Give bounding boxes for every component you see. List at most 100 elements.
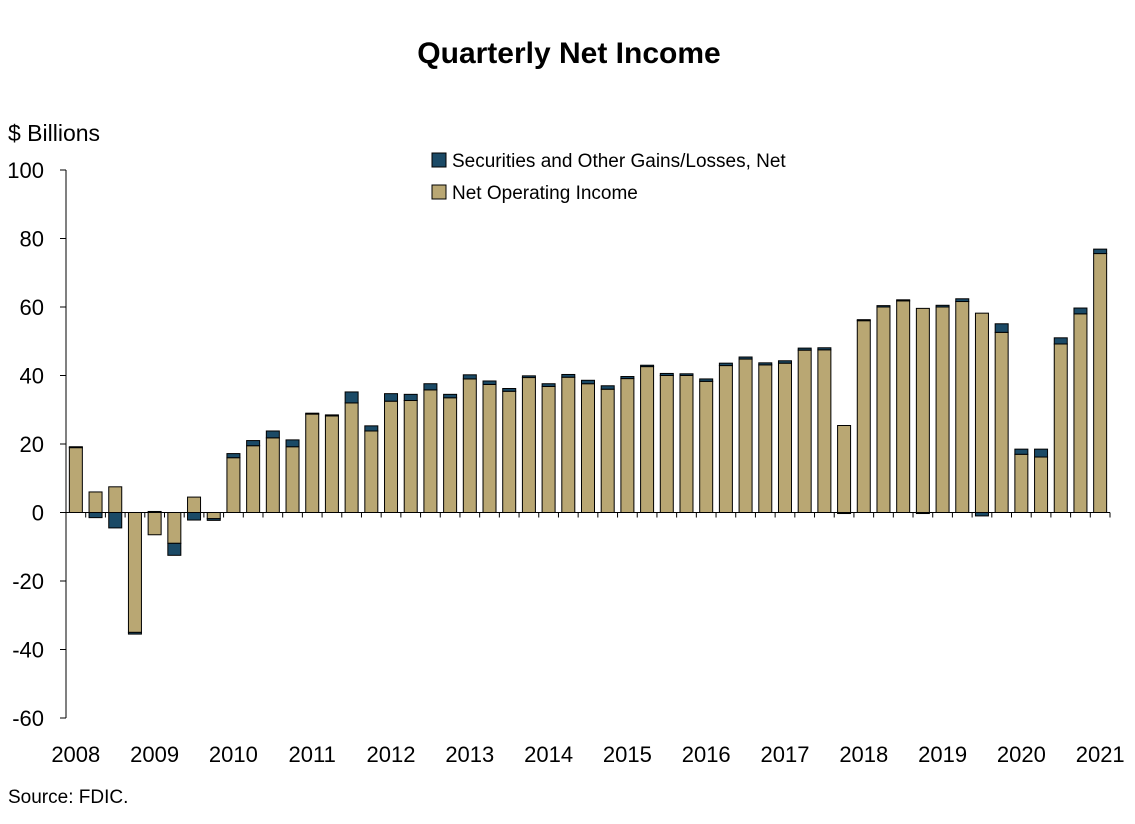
- bar-securities-gains: [1073, 307, 1088, 315]
- y-tick-label: 20: [20, 432, 44, 457]
- x-tick-label: 2021: [1076, 742, 1125, 767]
- bar-securities-gains: [718, 362, 733, 367]
- bar-net-operating-income: [1053, 343, 1068, 513]
- bar-net-operating-income: [462, 378, 477, 513]
- bars: [68, 248, 1108, 635]
- bar-securities-gains: [403, 393, 418, 402]
- bar-net-operating-income: [777, 362, 792, 514]
- y-axis: 100 80 60 40 20 0 -20 -40 -60: [7, 158, 67, 731]
- bar-securities-gains: [1093, 248, 1108, 255]
- bar-net-operating-income: [324, 415, 339, 514]
- x-tick-label: 2010: [209, 742, 258, 767]
- x-tick-label: 2018: [839, 742, 888, 767]
- bar-net-operating-income: [265, 437, 280, 513]
- legend-label-gains: Securities and Other Gains/Losses, Net: [452, 151, 786, 172]
- bar-net-operating-income: [226, 457, 241, 514]
- bar-securities-gains: [600, 385, 615, 390]
- x-tick-label: 2014: [524, 742, 573, 767]
- x-tick-label: 2017: [761, 742, 810, 767]
- bar-net-operating-income: [423, 389, 438, 514]
- bar-securities-gains: [443, 393, 458, 399]
- bar-net-operating-income: [246, 445, 261, 513]
- legend-label-operating: Net Operating Income: [452, 183, 638, 204]
- bar-net-operating-income: [344, 402, 359, 513]
- bar-securities-gains: [502, 388, 517, 392]
- x-tick-label: 2011: [289, 742, 336, 767]
- bar-net-operating-income: [521, 377, 536, 513]
- bar-securities-gains: [384, 393, 399, 402]
- bar-net-operating-income: [600, 388, 615, 514]
- bar-net-operating-income: [443, 397, 458, 514]
- y-tick-label: 60: [20, 295, 44, 320]
- bar-securities-gains: [659, 372, 674, 377]
- bar-securities-gains: [167, 542, 182, 556]
- y-tick-label: 0: [32, 501, 44, 526]
- bar-net-operating-income: [935, 306, 950, 513]
- bar-net-operating-income: [896, 300, 911, 513]
- bar-securities-gains: [1053, 337, 1068, 345]
- bar-net-operating-income: [403, 400, 418, 513]
- bar-net-operating-income: [167, 512, 182, 544]
- bar-securities-gains: [364, 425, 379, 432]
- bar-securities-gains: [226, 453, 241, 459]
- chart-title: Quarterly Net Income: [417, 37, 720, 70]
- bar-net-operating-income: [285, 446, 300, 513]
- bar-securities-gains: [344, 391, 359, 404]
- bar-net-operating-income: [699, 380, 714, 513]
- bar-net-operating-income: [88, 491, 103, 514]
- x-tick-label: 2012: [367, 742, 416, 767]
- bar-securities-gains: [462, 374, 477, 380]
- y-tick-label: 100: [7, 158, 44, 183]
- x-tick-label: 2008: [51, 742, 100, 767]
- bar-net-operating-income: [679, 375, 694, 513]
- bar-securities-gains: [541, 383, 556, 387]
- legend-swatch-operating: [431, 184, 447, 200]
- bar-securities-gains: [817, 347, 832, 351]
- y-tick-label: -60: [12, 706, 44, 731]
- bar-net-operating-income: [384, 400, 399, 513]
- legend: Securities and Other Gains/Losses, Net N…: [431, 151, 786, 204]
- bar-securities-gains: [758, 362, 773, 366]
- bar-net-operating-income: [955, 301, 970, 513]
- bar-securities-gains: [521, 375, 536, 379]
- bar-securities-gains: [561, 373, 576, 378]
- bar-net-operating-income: [797, 349, 812, 513]
- bar-net-operating-income: [738, 358, 753, 513]
- bar-securities-gains: [305, 412, 320, 415]
- bar-securities-gains: [738, 356, 753, 360]
- bar-securities-gains: [679, 373, 694, 377]
- x-axis: 2008 2009 2010 2011 2012 2013 2014 2015 2016 2017…: [51, 512, 1125, 767]
- bar-net-operating-income: [659, 375, 674, 513]
- bar-net-operating-income: [482, 383, 497, 513]
- x-tick-label: 2019: [918, 742, 967, 767]
- bar-net-operating-income: [620, 378, 635, 513]
- bar-net-operating-income: [206, 512, 221, 520]
- bar-net-operating-income: [856, 320, 871, 514]
- bar-net-operating-income: [1014, 453, 1029, 513]
- bar-securities-gains: [640, 364, 655, 368]
- x-tick-label: 2016: [682, 742, 731, 767]
- bar-net-operating-income: [876, 306, 891, 513]
- bar-net-operating-income: [581, 383, 595, 513]
- bar-securities-gains: [896, 299, 911, 302]
- bar-securities-gains: [994, 323, 1009, 333]
- bar-net-operating-income: [758, 364, 773, 513]
- bar-net-operating-income: [640, 366, 655, 513]
- bar-securities-gains: [187, 512, 202, 521]
- bar-net-operating-income: [502, 390, 517, 513]
- bar-securities-gains: [1014, 448, 1029, 455]
- bar-securities-gains: [856, 319, 871, 322]
- bar-net-operating-income: [187, 496, 202, 513]
- bar-net-operating-income: [305, 413, 320, 513]
- bar-securities-gains: [1034, 448, 1049, 458]
- bar-securities-gains: [246, 440, 261, 447]
- bar-net-operating-income: [561, 376, 576, 513]
- y-tick-label: 80: [20, 227, 44, 252]
- x-tick-label: 2009: [130, 742, 179, 767]
- bar-net-operating-income: [108, 486, 123, 513]
- bar-net-operating-income: [817, 349, 832, 513]
- x-tick-label: 2013: [445, 742, 494, 767]
- source-note: Source: FDIC.: [8, 787, 128, 808]
- bar-securities-gains: [620, 376, 635, 380]
